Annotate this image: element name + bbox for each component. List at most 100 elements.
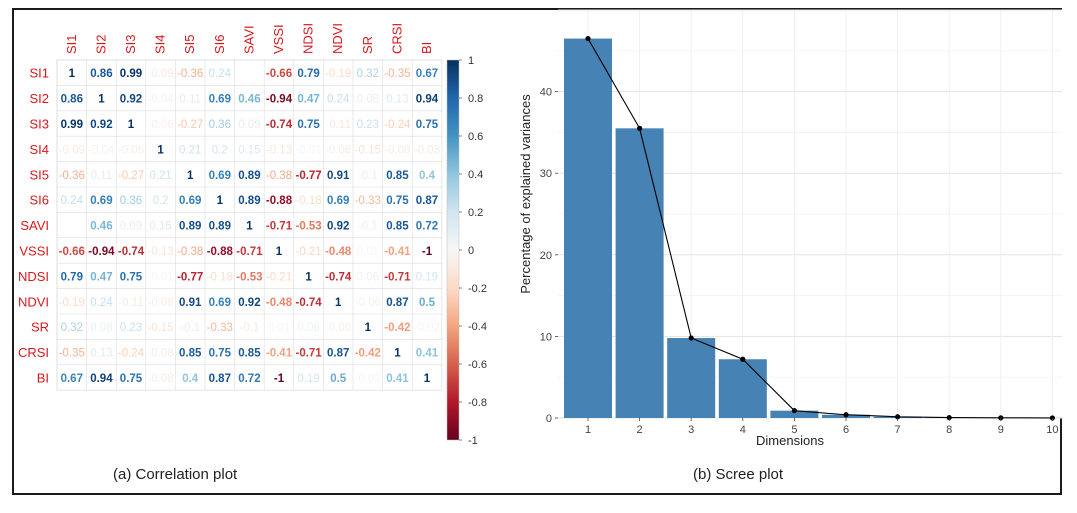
cell-value: 0.19 <box>416 271 438 283</box>
cell-value: -0.71 <box>236 246 263 258</box>
bar <box>770 410 819 418</box>
cell-value: 1 <box>98 94 105 106</box>
cell-value: -1 <box>274 373 285 385</box>
cell-value: -0.15 <box>355 144 381 156</box>
y-tick-label: 0 <box>546 413 552 425</box>
cell-value: -0.08 <box>147 297 173 309</box>
cell-value: -0.77 <box>295 170 321 182</box>
row-label: SI2 <box>29 91 49 106</box>
cell-value: 0.67 <box>416 68 438 80</box>
y-tick-label: 10 <box>540 331 552 343</box>
cell-value: -0.24 <box>384 119 411 131</box>
cell-value: 0.47 <box>297 94 319 106</box>
data-point <box>998 415 1004 421</box>
column-label: SI3 <box>123 34 138 54</box>
cell-value: -0.24 <box>118 348 145 360</box>
cell-value: 0.24 <box>327 94 350 106</box>
cell-value: -0.02 <box>355 373 381 385</box>
x-tick-label: 10 <box>1046 424 1058 436</box>
cell-value: -0.1 <box>358 170 378 182</box>
cell-value: -0.18 <box>207 271 233 283</box>
cell-value: 0.72 <box>238 373 260 385</box>
cell-value: -0.66 <box>266 68 292 80</box>
cell-value: -0.88 <box>207 246 234 258</box>
column-label: SI6 <box>212 34 227 54</box>
cell-value: 0.69 <box>90 195 112 207</box>
cell-value: 0.86 <box>90 68 112 80</box>
cell-value: -0.35 <box>59 348 85 360</box>
cell-value: 1 <box>246 221 253 233</box>
data-point <box>688 335 694 341</box>
cell-value: -1 <box>422 246 433 258</box>
cell-value: 0.4 <box>419 170 436 182</box>
cell-value: 1 <box>335 297 342 309</box>
cell-value: 1 <box>187 170 194 182</box>
cell-value: 0.89 <box>179 221 201 233</box>
data-point <box>1049 415 1055 421</box>
cell-value: 0.87 <box>386 297 408 309</box>
cell-value: 0.99 <box>61 119 83 131</box>
cell-value: -0.74 <box>266 119 293 131</box>
cell-value: -0.02 <box>414 322 440 334</box>
cell-value: -0.08 <box>384 144 410 156</box>
cell-value: -0.21 <box>295 246 321 258</box>
x-tick-label: 3 <box>688 424 694 436</box>
cell-value: 0.24 <box>90 297 113 309</box>
data-point <box>637 125 643 131</box>
cell-value: 0.06 <box>297 322 319 334</box>
cell-value: -0.06 <box>147 119 173 131</box>
cell-value: -0.74 <box>118 246 145 258</box>
data-point <box>585 35 591 42</box>
cell-value: 0.19 <box>297 373 319 385</box>
column-label: NDSI <box>301 23 316 54</box>
x-tick-label: 9 <box>998 424 1004 436</box>
cell-value: -0.09 <box>59 144 85 156</box>
cell-value: 0.79 <box>297 68 319 80</box>
cell-value: -0.94 <box>88 246 115 258</box>
cell-value: 0.94 <box>416 94 439 106</box>
cell-value: 0.11 <box>179 94 201 106</box>
cell-value: 0.36 <box>209 119 231 131</box>
cell-value: -0.41 <box>384 246 411 258</box>
column-label: VSSI <box>271 24 286 54</box>
cell-value: 0.13 <box>90 348 112 360</box>
x-tick-label: 8 <box>946 424 952 436</box>
cell-value: -0.08 <box>325 144 351 156</box>
cell-value: -0.27 <box>118 170 144 182</box>
correlation-plot: SI1 SI2 SI3 SI4 SI5 SI6 SAVI VSSI NDSI NDVI SR CRSI… <box>18 23 487 447</box>
cell-value: -0.04 <box>88 144 115 156</box>
data-point <box>946 414 952 421</box>
colorbar-label: -0.8 <box>468 397 487 409</box>
cell-value: 1 <box>69 68 76 80</box>
cell-value: 0.4 <box>182 373 199 385</box>
cell-value: 0.85 <box>179 348 202 360</box>
cell-value: -0.88 <box>266 195 293 207</box>
cell-value: 0.87 <box>416 195 438 207</box>
column-label: SI1 <box>64 34 79 54</box>
cell-value: 1 <box>217 195 224 207</box>
colorbar-label: 0.2 <box>468 207 483 219</box>
cell-value: -0.15 <box>147 322 173 334</box>
cell-value: 0.92 <box>90 119 112 131</box>
bar <box>718 359 767 418</box>
cell-value: 0.94 <box>90 373 113 385</box>
cell-value: 0.69 <box>327 195 349 207</box>
cell-value: 1 <box>365 322 372 334</box>
cell-value: 1 <box>276 246 283 258</box>
cell-value: -0.35 <box>384 68 410 80</box>
colorbar-label: -0.6 <box>468 359 487 371</box>
cell-value: -0.71 <box>266 221 293 233</box>
cell-value: 0.09 <box>120 221 142 233</box>
row-label: SI3 <box>29 117 49 132</box>
cell-value: 1 <box>128 119 135 131</box>
cell-value: -0.11 <box>118 297 143 309</box>
cell-value: -0.1 <box>180 322 200 334</box>
cell-value: -0.71 <box>295 348 322 360</box>
cell-value: 0.15 <box>238 144 260 156</box>
cell-value: -0.08 <box>414 144 440 156</box>
cell-value: -0.13 <box>266 144 292 156</box>
data-point <box>843 412 849 418</box>
cell-value: 0.92 <box>238 297 260 309</box>
row-label: VSSI <box>19 244 49 259</box>
cell-value: 0.91 <box>327 170 350 182</box>
